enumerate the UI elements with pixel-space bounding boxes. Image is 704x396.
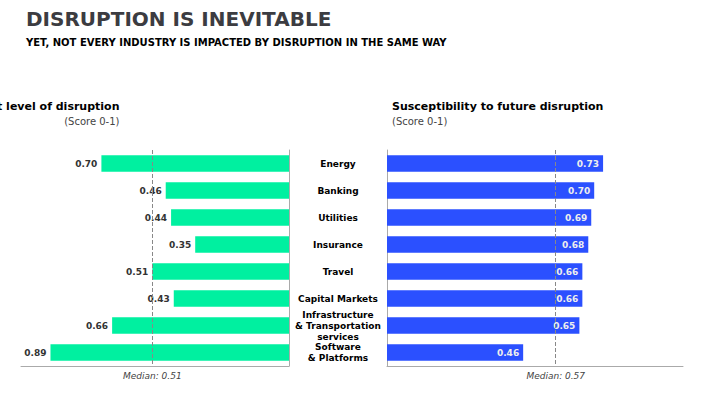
svg-text:0.68: 0.68 xyxy=(562,240,584,250)
svg-text:Software: Software xyxy=(315,342,361,352)
svg-text:Capital Markets: Capital Markets xyxy=(298,294,378,304)
svg-text:0.46: 0.46 xyxy=(140,186,162,196)
svg-text:Banking: Banking xyxy=(317,186,358,196)
svg-text:& Platforms: & Platforms xyxy=(308,353,368,363)
svg-text:Median: 0.51: Median: 0.51 xyxy=(123,371,182,381)
svg-text:Travel: Travel xyxy=(323,267,354,277)
svg-text:0.70: 0.70 xyxy=(568,186,590,196)
svg-text:Utilities: Utilities xyxy=(318,213,358,223)
svg-text:YET, NOT EVERY INDUSTRY IS IMP: YET, NOT EVERY INDUSTRY IS IMPACTED BY D… xyxy=(25,37,447,48)
svg-text:0.35: 0.35 xyxy=(169,240,191,250)
svg-text:(Score 0-1): (Score 0-1) xyxy=(64,116,119,127)
svg-text:0.51: 0.51 xyxy=(126,267,148,277)
svg-text:Infrastructure: Infrastructure xyxy=(302,310,373,320)
svg-text:Current level of disruption: Current level of disruption xyxy=(0,100,119,113)
svg-text:0.73: 0.73 xyxy=(577,159,599,169)
svg-text:0.66: 0.66 xyxy=(556,294,578,304)
svg-text:0.66: 0.66 xyxy=(86,321,108,331)
svg-text:0.46: 0.46 xyxy=(497,348,519,358)
svg-text:0.65: 0.65 xyxy=(553,321,575,331)
svg-text:0.89: 0.89 xyxy=(24,348,46,358)
svg-text:& Transportation: & Transportation xyxy=(295,321,381,331)
svg-text:(Score 0-1): (Score 0-1) xyxy=(392,116,447,127)
svg-text:0.43: 0.43 xyxy=(148,294,170,304)
svg-text:0.69: 0.69 xyxy=(565,213,587,223)
svg-text:0.66: 0.66 xyxy=(556,267,578,277)
svg-text:0.70: 0.70 xyxy=(75,159,97,169)
svg-text:Insurance: Insurance xyxy=(313,240,363,250)
svg-text:0.44: 0.44 xyxy=(145,213,167,223)
svg-text:DISRUPTION IS INEVITABLE: DISRUPTION IS INEVITABLE xyxy=(26,7,331,31)
svg-text:Energy: Energy xyxy=(320,159,356,169)
svg-text:Susceptibility to future disru: Susceptibility to future disruption xyxy=(392,100,603,113)
svg-text:services: services xyxy=(317,332,359,342)
svg-text:Median: 0.57: Median: 0.57 xyxy=(526,371,585,381)
